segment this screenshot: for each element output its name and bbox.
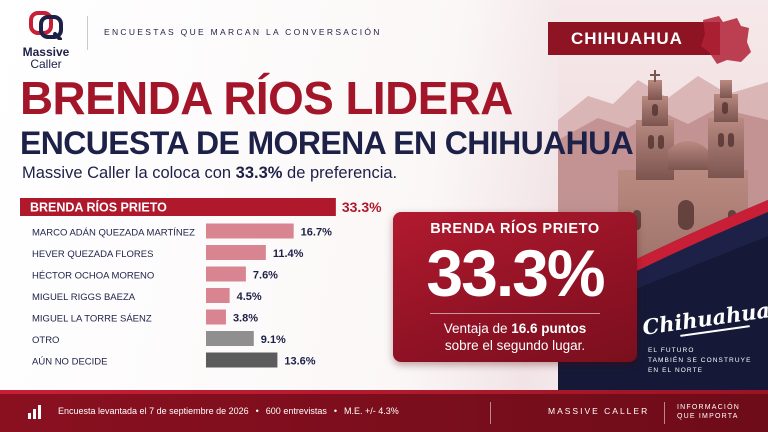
header-divider (87, 16, 88, 50)
footer-accent (0, 390, 768, 394)
bar-value: 4.5% (237, 291, 262, 303)
bar-value: 7.6% (253, 270, 278, 282)
brand-name: Massive (22, 45, 70, 59)
chihuahua-map-icon (701, 16, 751, 64)
footer-bullet: • (255, 406, 259, 416)
leader-card-value: 33.3% (426, 236, 605, 310)
footer-date: Encuesta levantada el 7 de septiembre de… (58, 406, 249, 416)
footer-margin: M.E. +/- 4.3% (344, 406, 399, 416)
footer-bar (0, 394, 768, 432)
poll-bar-chart: BRENDA RÍOS PRIETO 33.3% MARCO ADÁN QUEZAD… (20, 198, 382, 368)
leader-card-divider (430, 313, 600, 314)
bar-value: 16.7% (301, 227, 332, 239)
bar (206, 223, 294, 239)
bar-label: HEVER QUEZADA FLORES (32, 249, 153, 260)
lead-value: 16.6 puntos (511, 321, 587, 336)
leader-card-name: BRENDA RÍOS PRIETO (430, 221, 600, 237)
subline-suffix: de preferencia. (282, 164, 398, 182)
footer-methodology: Encuesta levantada el 7 de septiembre de… (58, 406, 399, 416)
bar-label: OTRO (32, 335, 59, 346)
lead-suffix: sobre el segundo lugar. (444, 338, 586, 353)
bar-value: 11.4% (273, 248, 304, 260)
bar-leader (20, 198, 336, 216)
headline-primary: BRENDA RÍOS LIDERA (20, 72, 513, 124)
subline-prefix: Massive Caller la coloca con (22, 164, 236, 182)
headline-secondary: ENCUESTA DE MORENA EN CHIHUAHUA (20, 125, 634, 161)
bar-value: 3.8% (233, 313, 258, 325)
footer-claim-line-2: QUE IMPORTA (677, 413, 739, 420)
bar (206, 352, 278, 368)
brand-sub: Caller (30, 57, 62, 71)
brand-tagline: ENCUESTAS QUE MARCAN LA CONVERSACIÓN (104, 27, 382, 37)
bar (206, 245, 266, 260)
leader-card (393, 212, 637, 362)
bar-label-leader: BRENDA RÍOS PRIETO (30, 200, 167, 215)
bar-label: MIGUEL LA TORRE SÁENZ (32, 314, 152, 325)
brand-logo: Massive Caller (20, 10, 72, 70)
bar (206, 309, 226, 325)
footer-sample: 600 entrevistas (265, 406, 327, 416)
footer-claim: INFORMACIÓN QUE IMPORTA (677, 403, 740, 421)
lead-prefix: Ventaja de (443, 321, 512, 336)
slogan-line-3: EN EL NORTE (648, 367, 704, 374)
state-badge-label: CHIHUAHUA (571, 29, 683, 48)
bar-label: AÚN NO DECIDE (32, 357, 107, 368)
cathedral-backdrop (558, 0, 768, 390)
bar-value: 9.1% (261, 334, 286, 346)
bar (206, 331, 254, 346)
footer-brand: MASSIVE CALLER (548, 406, 650, 416)
headline-subline: Massive Caller la coloca con 33.3% de pr… (22, 164, 397, 183)
footer-divider (490, 402, 491, 424)
state-badge (548, 22, 720, 55)
footer-divider (664, 402, 665, 424)
slogan-line-1: EL FUTURO (648, 347, 695, 354)
bar-label: MARCO ADÁN QUEZADA MARTÍNEZ (32, 228, 195, 239)
bar-value-leader: 33.3% (342, 199, 382, 215)
footer-bullet: • (333, 406, 337, 416)
slogan-line-2: TAMBIÉN SE CONSTRUYE (648, 357, 752, 364)
bar-label: MIGUEL RIGGS BAEZA (32, 292, 136, 303)
bar (206, 288, 230, 303)
leader-card-lead: Ventaja de 16.6 puntos sobre el segundo l… (393, 320, 637, 354)
subline-value: 33.3% (235, 164, 283, 182)
slogan-text: EL FUTURO TAMBIÉN SE CONSTRUYE EN EL NOR… (648, 346, 752, 376)
bar-value: 13.6% (284, 356, 315, 368)
bar-chart-icon (28, 405, 41, 419)
bar-label: HÉCTOR OCHOA MORENO (32, 271, 154, 282)
footer-claim-line-1: INFORMACIÓN (677, 404, 740, 411)
massive-caller-logo-icon (29, 11, 63, 41)
bar (206, 266, 246, 282)
